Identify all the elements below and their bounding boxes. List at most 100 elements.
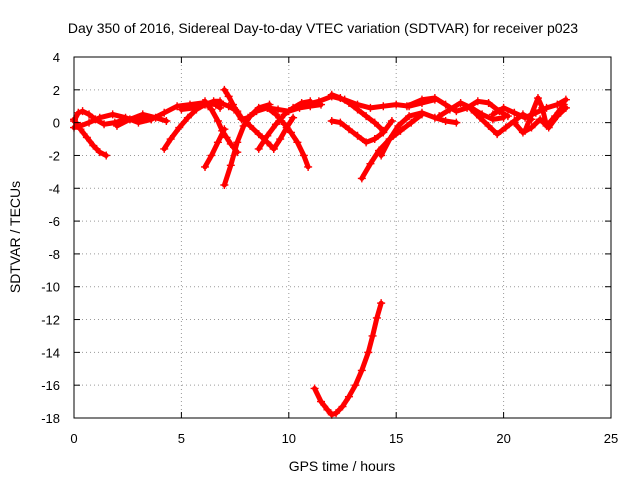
data-point (499, 113, 508, 122)
data-point (357, 174, 366, 183)
x-tick-label: 20 (496, 431, 510, 446)
data-point (125, 115, 134, 124)
series-trace (271, 115, 296, 152)
data-point (405, 112, 414, 121)
data-point (151, 113, 160, 122)
data-point (377, 151, 386, 160)
series-arc-14 (269, 113, 298, 153)
data-point (559, 100, 568, 109)
x-tick-label: 0 (70, 431, 77, 446)
data-point (327, 410, 336, 419)
data-point (441, 100, 450, 109)
series-arc-20 (402, 94, 512, 121)
data-point (213, 116, 222, 125)
y-tick-label: -4 (48, 181, 60, 196)
data-point (392, 100, 401, 109)
data-point (254, 144, 263, 153)
data-point (473, 97, 482, 106)
data-point (344, 98, 353, 107)
data-point (561, 95, 570, 104)
series-arc-12 (254, 97, 315, 153)
data-point (310, 384, 319, 393)
data-point (85, 118, 94, 127)
data-point (357, 366, 366, 375)
data-point (162, 116, 171, 125)
data-point (246, 112, 255, 121)
data-point (85, 110, 94, 119)
data-point (108, 110, 117, 119)
series-trace (232, 107, 277, 152)
data-point (82, 133, 91, 142)
data-point (362, 138, 371, 147)
data-point (364, 348, 373, 357)
data-point (166, 135, 175, 144)
data-point (78, 107, 87, 116)
y-tick-label: -14 (41, 345, 60, 360)
data-point (254, 130, 263, 139)
series-arc-4 (112, 110, 171, 130)
data-point (304, 162, 313, 171)
data-point (353, 105, 362, 114)
data-point (336, 118, 345, 127)
data-point (274, 105, 283, 114)
data-point (177, 105, 186, 114)
data-point (501, 123, 510, 132)
data-point (201, 97, 210, 106)
data-point (407, 118, 416, 127)
data-point (201, 162, 210, 171)
data-point (263, 131, 272, 140)
data-point (160, 108, 169, 117)
data-point (538, 103, 547, 112)
data-point (246, 121, 255, 130)
data-point (368, 331, 377, 340)
data-point (271, 120, 280, 129)
data-point (366, 103, 375, 112)
data-point (317, 397, 326, 406)
data-point (286, 128, 295, 137)
data-point (488, 110, 497, 119)
data-point (377, 299, 386, 308)
series-trace (264, 105, 311, 170)
data-point (280, 110, 289, 119)
x-tick-label: 25 (604, 431, 618, 446)
data-point (336, 94, 345, 103)
chart-title: Day 350 of 2016, Sidereal Day-to-day VTE… (68, 20, 578, 36)
y-tick-label: -8 (48, 247, 60, 262)
data-point (366, 159, 375, 168)
data-series (70, 85, 570, 419)
data-point (467, 105, 476, 114)
data-point (282, 123, 291, 132)
data-point (134, 118, 143, 127)
data-point (370, 135, 379, 144)
data-point (220, 180, 229, 189)
data-point (228, 100, 237, 109)
data-point (233, 138, 242, 147)
data-point (372, 313, 381, 322)
data-point (183, 113, 192, 122)
series-arc-25 (521, 94, 568, 135)
data-point (484, 98, 493, 107)
data-point (89, 141, 98, 150)
series-arc-16 (327, 90, 388, 135)
data-point (222, 133, 231, 142)
data-point (323, 405, 332, 414)
y-tick-label: -2 (48, 148, 60, 163)
data-point (301, 100, 310, 109)
data-point (207, 151, 216, 160)
data-point (231, 105, 240, 114)
data-point (435, 112, 444, 121)
y-tick-label: -10 (41, 280, 60, 295)
data-point (299, 151, 308, 160)
data-point (456, 98, 465, 107)
data-point (445, 105, 454, 114)
series-arc-10 (220, 100, 274, 189)
data-point (521, 126, 530, 135)
data-point (112, 121, 121, 130)
series-arc-13 (263, 103, 313, 171)
data-point (484, 121, 493, 130)
data-point (276, 135, 285, 144)
data-point (387, 116, 396, 125)
data-point (175, 123, 184, 132)
